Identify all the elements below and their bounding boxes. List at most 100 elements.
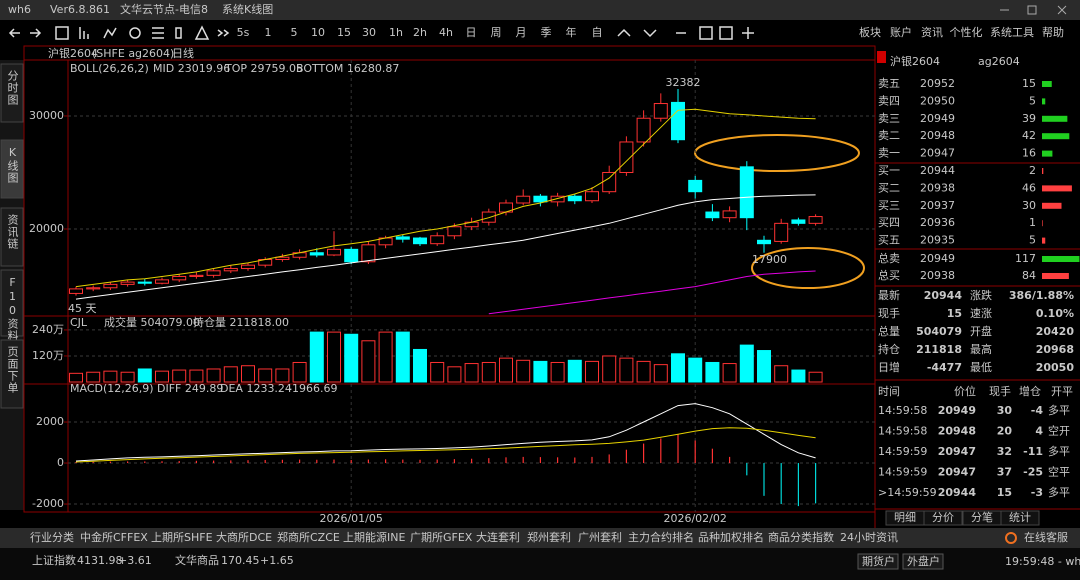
book-price: 20952	[920, 77, 955, 90]
index-quote: 170.45	[221, 554, 260, 567]
volume-bar	[808, 371, 823, 383]
forward-icon[interactable]	[30, 28, 42, 38]
candle-body	[103, 283, 118, 289]
volume-bar	[430, 361, 445, 383]
market-tab[interactable]: 大连套利	[476, 530, 520, 544]
period-button[interactable]: 5	[291, 26, 298, 39]
market-tab[interactable]: 上期能源INE	[343, 530, 405, 544]
candle-body	[327, 248, 341, 256]
tool-icon[interactable]	[175, 27, 182, 39]
volume-bar	[86, 371, 101, 383]
panel-tab[interactable]	[923, 510, 963, 526]
market-tab[interactable]: 中金所CFFEX	[80, 530, 148, 544]
period-button[interactable]: 15	[337, 26, 351, 39]
period-button[interactable]: 4h	[439, 26, 453, 39]
trade-header: 价位	[954, 384, 976, 398]
market-tab[interactable]: 行业分类	[30, 530, 74, 544]
toolbar-icons[interactable]	[8, 25, 754, 40]
period-button[interactable]: 年	[566, 25, 577, 39]
menu-item[interactable]: 帮助	[1042, 25, 1064, 39]
trade-cell: 37	[997, 466, 1012, 479]
panel-tab-label[interactable]: 明细	[894, 511, 916, 524]
market-tab[interactable]: 广州套利	[578, 531, 622, 544]
panel-tab-label[interactable]: 分笔	[971, 510, 993, 524]
period-button[interactable]: 周	[491, 26, 502, 39]
candle-body	[567, 195, 582, 202]
menu-item[interactable]: 资讯	[921, 26, 943, 39]
market-tab[interactable]: 郑商所CZCE	[277, 530, 340, 544]
trade-cell: 14:59:58	[878, 404, 927, 417]
side-tab-label[interactable]: 分时图	[6, 70, 19, 106]
menu-item[interactable]: 系统工具	[990, 26, 1034, 39]
menu-item[interactable]: 个性化	[950, 25, 983, 39]
period-button[interactable]: 30	[362, 26, 376, 39]
stat-label: 日增	[878, 360, 900, 374]
menu-item[interactable]: 板块	[859, 25, 881, 39]
tool-icon[interactable]	[217, 29, 230, 37]
period-button[interactable]: 日	[466, 26, 477, 39]
market-tab[interactable]: 24小时资讯	[840, 531, 898, 544]
side-tab[interactable]	[0, 339, 24, 409]
side-tab-label[interactable]: F10资料	[6, 276, 19, 342]
panel-tab-label[interactable]: 分价	[932, 511, 954, 524]
title-text: wh6	[8, 3, 31, 16]
side-tab[interactable]	[0, 207, 24, 267]
menu-item[interactable]: 账户	[890, 25, 912, 39]
side-tab-label[interactable]: 资讯链	[6, 214, 19, 250]
back-icon[interactable]	[8, 28, 20, 38]
drawn-ellipse	[751, 247, 865, 289]
book-price: 20935	[920, 234, 955, 247]
status-button[interactable]	[902, 553, 944, 570]
service-icon[interactable]	[1005, 532, 1017, 544]
tool-icon[interactable]	[617, 26, 754, 40]
window-controls[interactable]	[1000, 5, 1067, 15]
volume-bar	[619, 357, 634, 383]
period-button[interactable]: 2h	[413, 26, 427, 39]
market-tab[interactable]: 上期所SHFE	[151, 531, 213, 544]
market-tab[interactable]: 郑州套利	[527, 530, 571, 544]
tool-icon[interactable]	[152, 27, 164, 39]
book-volume: 2	[1029, 164, 1036, 177]
market-tab[interactable]: 品种加权排名	[698, 530, 764, 544]
y-tick-label: 120万	[32, 349, 64, 362]
indicator-name: BOLL(26,26,2)	[70, 62, 149, 75]
tool-icon[interactable]	[55, 26, 69, 40]
status-button-label[interactable]: 期货户	[862, 554, 895, 568]
side-tab-label[interactable]: 页面下单	[6, 346, 19, 394]
panel-tab-label[interactable]: 统计	[1009, 511, 1031, 524]
volume-bar	[1042, 220, 1043, 227]
period-button[interactable]: 季	[541, 26, 552, 39]
market-tab[interactable]: 广期所GFEX	[410, 531, 473, 544]
book-price: 20944	[920, 164, 955, 177]
period-button[interactable]: 10	[311, 26, 325, 39]
close[interactable]	[1057, 5, 1067, 15]
volume-bar	[120, 371, 135, 383]
high-label: 32382	[666, 76, 701, 89]
period-button[interactable]: 1	[265, 26, 272, 39]
service-link[interactable]: 在线客服	[1024, 530, 1068, 544]
side-tab[interactable]	[0, 139, 24, 199]
maximize[interactable]	[1027, 5, 1037, 15]
trade-cell: 空平	[1048, 465, 1070, 479]
tool-icon[interactable]	[194, 25, 210, 40]
candle-body	[705, 211, 720, 219]
trade-cell: 14:59:58	[878, 425, 927, 438]
tool-icon[interactable]	[129, 27, 141, 39]
period-button[interactable]: 自	[592, 26, 603, 39]
tool-icon[interactable]	[103, 27, 117, 39]
period-button[interactable]: 5s	[237, 26, 250, 39]
side-tab-label[interactable]: K线图	[6, 146, 19, 184]
panel-tab[interactable]	[1000, 510, 1040, 526]
period-button[interactable]: 1h	[389, 26, 403, 39]
status-button-label[interactable]: 外盘户	[907, 554, 940, 568]
side-tab[interactable]	[0, 269, 24, 337]
side-tab[interactable]	[0, 63, 24, 123]
title-text: Ver6.8.861	[50, 3, 110, 16]
market-tab[interactable]: 主力合约排名	[628, 530, 694, 544]
market-tab[interactable]: 商品分类指数	[768, 530, 834, 544]
tool-icon[interactable]	[79, 27, 89, 39]
status-button[interactable]	[857, 553, 899, 570]
period-button[interactable]: 月	[516, 26, 527, 39]
candle-body	[791, 219, 806, 224]
market-tab[interactable]: 大商所DCE	[216, 530, 272, 544]
